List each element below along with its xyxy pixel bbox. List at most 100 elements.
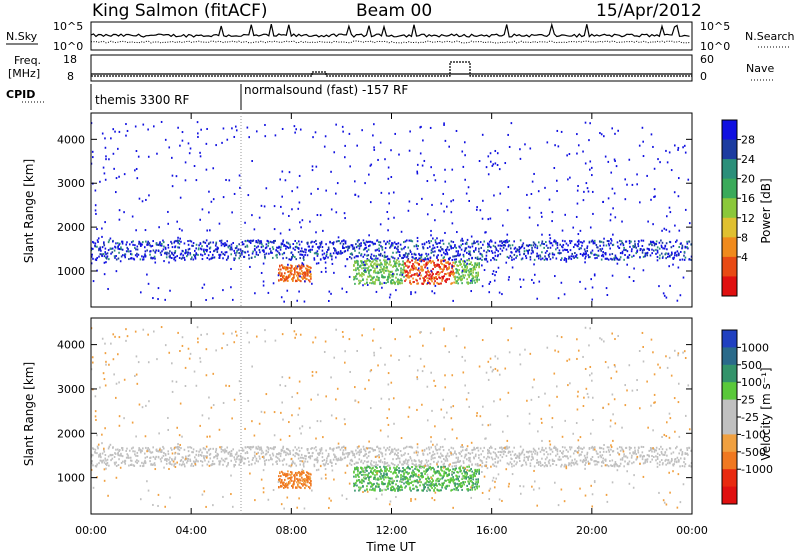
scatter-cell [103, 255, 106, 258]
scatter-cell [365, 267, 367, 270]
scatter-cell [287, 242, 290, 245]
scatter-cell [98, 454, 100, 457]
scatter-cell [302, 457, 305, 460]
scatter-cell [398, 488, 400, 491]
scatter-cell [300, 472, 302, 475]
scatter-cell [482, 199, 484, 202]
scatter-cell [586, 187, 589, 190]
scatter-cell [589, 160, 592, 163]
scatter-cell [403, 468, 405, 471]
scatter-cell [677, 458, 680, 461]
scatter-cell [257, 241, 259, 244]
scatter-cell [177, 126, 179, 129]
scatter-cell [366, 250, 368, 253]
scatter-cell [286, 482, 288, 485]
scatter-cell [369, 466, 371, 469]
scatter-cell [402, 271, 404, 274]
scatter-cell [282, 472, 284, 475]
scatter-cell [378, 276, 380, 279]
scatter-cell [348, 246, 350, 249]
scatter-cell [425, 481, 427, 484]
scatter-cell [584, 257, 586, 260]
scatter-cell [539, 462, 542, 465]
scatter-cell [286, 484, 288, 487]
scatter-cell [541, 240, 544, 243]
scatter-cell [507, 245, 510, 248]
scatter-cell [585, 458, 588, 461]
scatter-cell [249, 448, 252, 451]
scatter-cell [672, 463, 674, 466]
scatter-cell [425, 471, 427, 474]
scatter-cell [131, 215, 134, 218]
scatter-cell [262, 280, 265, 283]
scatter-cell [287, 453, 290, 456]
scatter-cell [317, 459, 319, 462]
scatter-cell [407, 276, 409, 279]
scatter-cell [623, 246, 625, 249]
scatter-cell [389, 276, 391, 279]
scatter-cell [649, 240, 652, 243]
scatter-cell [168, 261, 170, 264]
scatter-cell [141, 461, 143, 464]
scatter-cell [472, 242, 475, 245]
scatter-cell [294, 131, 296, 134]
scatter-cell [424, 257, 427, 260]
scatter-cell [382, 275, 384, 278]
scatter-cell [576, 202, 579, 205]
scatter-cell [374, 269, 376, 272]
scatter-cell [241, 456, 244, 459]
scatter-cell [401, 263, 403, 266]
scatter-cell [522, 448, 525, 451]
scatter-cell [414, 291, 417, 294]
scatter-cell [662, 462, 664, 465]
scatter-cell [674, 224, 676, 227]
scatter-cell [493, 194, 495, 197]
scatter-cell [673, 256, 675, 259]
scatter-cell [521, 257, 524, 260]
scatter-cell [462, 255, 465, 258]
scatter-cell [200, 253, 202, 256]
scatter-cell [492, 163, 495, 166]
scatter-cell [443, 275, 445, 278]
scatter-cell [442, 484, 444, 487]
scatter-cell [601, 247, 604, 250]
scatter-cell [260, 240, 262, 243]
scatter-cell [373, 146, 375, 149]
scatter-cell [339, 456, 342, 459]
scatter-cell [401, 279, 403, 282]
scatter-cell [653, 244, 656, 247]
scatter-cell [443, 472, 445, 475]
scatter-cell [509, 450, 511, 453]
scatter-cell [423, 486, 425, 489]
scatter-cell [320, 270, 323, 273]
scatter-cell [98, 462, 100, 465]
scatter-cell [244, 251, 247, 254]
scatter-cell [454, 277, 456, 280]
scatter-cell [371, 278, 373, 281]
scatter-cell [434, 447, 437, 450]
scatter-cell [374, 474, 376, 477]
scatter-cell [515, 256, 517, 259]
scatter-cell [104, 178, 107, 181]
scatter-cell [561, 229, 564, 232]
scatter-cell [429, 282, 431, 285]
scatter-cell [588, 168, 591, 171]
scatter-cell [152, 455, 155, 458]
scatter-cell [410, 291, 412, 294]
scatter-cell [622, 243, 624, 246]
scatter-cell [588, 139, 590, 142]
scatter-cell [488, 250, 491, 253]
scatter-cell [388, 192, 390, 195]
scatter-cell [386, 210, 389, 213]
scatter-cell [567, 178, 569, 181]
scatter-cell [368, 275, 370, 278]
scatter-cell [171, 251, 173, 254]
scatter-cell [508, 276, 510, 279]
scatter-cell [408, 260, 410, 263]
scatter-cell [280, 481, 282, 484]
scatter-cell [157, 249, 160, 252]
scatter-cell [265, 246, 268, 249]
scatter-cell [372, 449, 375, 452]
scatter-cell [574, 252, 576, 255]
scatter-cell [399, 282, 401, 285]
